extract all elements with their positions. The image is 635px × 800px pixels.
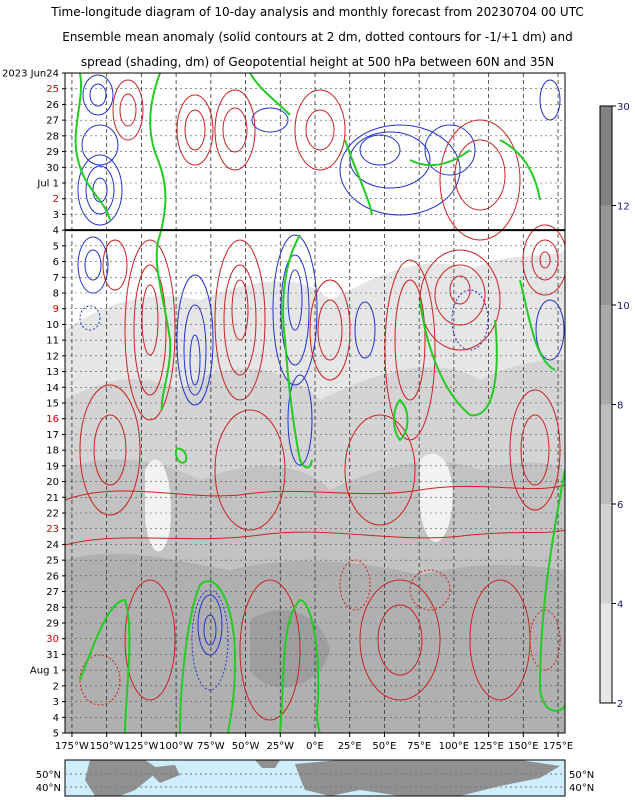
date-label: 26 <box>46 571 59 582</box>
reference-map-strip: 50°N 40°N 50°N 40°N <box>36 759 594 797</box>
date-label: 17 <box>46 430 59 441</box>
date-label: 29 <box>46 619 59 630</box>
date-label: 20 <box>46 477 59 488</box>
longitude-axis-labels: 175°W 150°W 125°W 100°W 75°W 50°W 25°W 0°E 25°E 5… <box>55 733 573 752</box>
date-label: 25 <box>46 84 59 95</box>
colorbar-level <box>600 305 612 405</box>
lon-label: 125°E <box>473 741 503 752</box>
date-label: 28 <box>46 603 59 614</box>
anomaly-contours <box>65 73 565 733</box>
date-label: 2023 Jun24 <box>2 69 59 80</box>
date-label: 18 <box>46 446 59 457</box>
lon-label: 0°E <box>306 741 324 752</box>
lon-label: 100°W <box>159 741 193 752</box>
date-label: 10 <box>46 320 59 331</box>
date-label: 30 <box>46 163 59 174</box>
date-label: 3 <box>53 210 59 221</box>
date-label: 2 <box>53 194 59 205</box>
map-lat-label-50n-left: 50°N <box>36 770 61 781</box>
date-label: 27 <box>46 116 59 127</box>
spread-region-patch-3 <box>250 610 330 688</box>
map-lat-label-40n-right: 40°N <box>569 783 594 794</box>
lon-label: 150°E <box>508 741 538 752</box>
date-label: 15 <box>46 399 59 410</box>
date-label: 2 <box>53 681 59 692</box>
date-label: 12 <box>46 351 59 362</box>
lon-label: 50°W <box>232 741 260 752</box>
colorbar-level <box>600 504 612 604</box>
positive-dotted-contours <box>79 559 561 706</box>
date-label: 13 <box>46 367 59 378</box>
map-lat-label-50n-right: 50°N <box>569 770 594 781</box>
positive-anomaly-contours <box>65 79 565 721</box>
date-label: 4 <box>53 226 59 237</box>
colorbar-label: 30 <box>617 102 630 113</box>
negative-dotted-contours <box>79 289 489 691</box>
date-label: 7 <box>53 273 59 284</box>
lon-label: 75°E <box>407 741 431 752</box>
date-label: 23 <box>46 524 59 535</box>
date-label: 16 <box>46 414 59 425</box>
date-label: 19 <box>46 461 59 472</box>
date-label: 28 <box>46 131 59 142</box>
date-label: 24 <box>46 540 59 551</box>
colorbar-label: 8 <box>617 401 623 412</box>
colorbar-level <box>600 106 612 206</box>
colorbar-label: 10 <box>617 301 630 312</box>
zero-contours <box>74 73 565 733</box>
date-label: 22 <box>46 509 59 520</box>
lon-label: 175°E <box>543 741 573 752</box>
date-label: 9 <box>53 304 59 315</box>
spread-region-patch-2 <box>420 453 453 542</box>
lon-label: 175°W <box>55 741 89 752</box>
date-label: 25 <box>46 556 59 567</box>
lon-label: 150°W <box>90 741 124 752</box>
negative-anomaly-contours <box>77 74 565 656</box>
title-line-2: Ensemble mean anomaly (solid contours at… <box>62 30 573 44</box>
chart-title: Time-longitude diagram of 10-day analysi… <box>0 0 635 75</box>
colorbar-label: 4 <box>617 600 623 611</box>
colorbar-level <box>600 404 612 504</box>
date-label: 31 <box>46 650 59 661</box>
colorbar-label: 12 <box>617 202 630 213</box>
date-label: 21 <box>46 493 59 504</box>
colorbar-label: 2 <box>617 699 623 710</box>
grid-lines <box>65 73 565 733</box>
colorbar-label: 6 <box>617 500 623 511</box>
date-label: 30 <box>46 634 59 645</box>
map-frame <box>64 759 566 797</box>
lon-label: 100°E <box>439 741 469 752</box>
date-label: 27 <box>46 587 59 598</box>
lon-label: 50°E <box>372 741 396 752</box>
date-label: 14 <box>46 383 59 394</box>
title-line-1: Time-longitude diagram of 10-day analysi… <box>51 5 584 19</box>
map-lat-label-40n-left: 40°N <box>36 783 61 794</box>
colorbar-level <box>600 205 612 305</box>
lon-label: 25°W <box>266 741 294 752</box>
date-label: 5 <box>53 241 59 252</box>
date-label: 26 <box>46 100 59 111</box>
date-label: 29 <box>46 147 59 158</box>
colorbar-level <box>600 603 612 703</box>
date-label: Jul 1 <box>36 179 59 190</box>
date-label: 6 <box>53 257 59 268</box>
lon-label: 25°E <box>338 741 362 752</box>
date-label: Aug 1 <box>30 666 59 677</box>
date-label: 3 <box>53 697 59 708</box>
lon-label: 75°W <box>197 741 225 752</box>
title-line-3: spread (shading, dm) of Geopotential hei… <box>80 55 555 69</box>
date-label: 8 <box>53 289 59 300</box>
date-label: 11 <box>46 336 59 347</box>
lon-label: 125°W <box>124 741 158 752</box>
date-label: 5 <box>53 729 59 740</box>
spread-colorbar: 2 4 6 8 10 12 30 <box>599 102 630 710</box>
plot-area <box>65 73 565 733</box>
date-label: 4 <box>53 713 59 724</box>
